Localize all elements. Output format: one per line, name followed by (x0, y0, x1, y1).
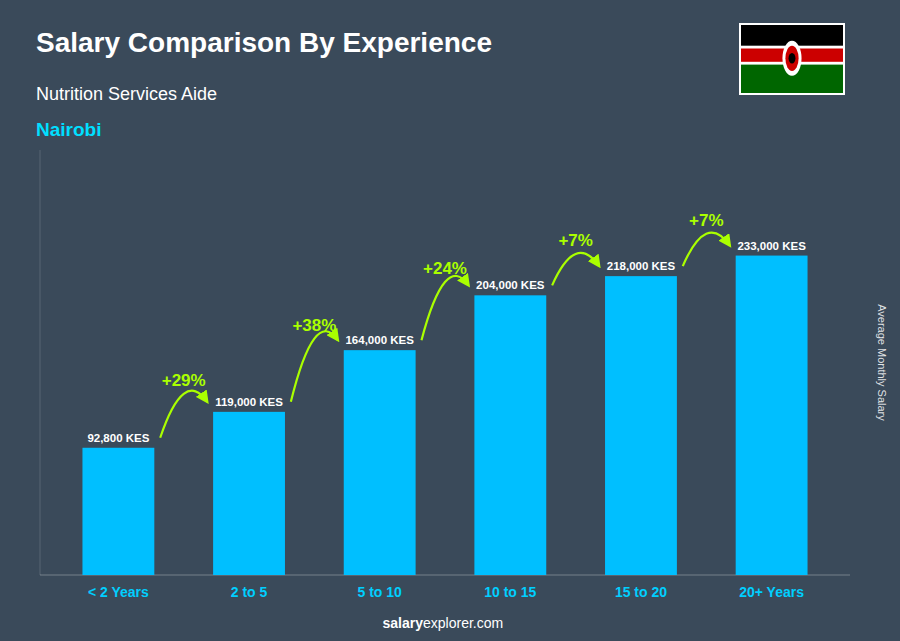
flag-border (740, 24, 844, 94)
pct-change: +24% (423, 259, 467, 278)
change-arrow (552, 253, 599, 285)
pct-change: +38% (292, 316, 336, 335)
watermark-bold: salary (383, 615, 424, 631)
x-tick-label: 10 to 15 (484, 584, 536, 600)
change-arrow (421, 276, 468, 340)
pct-change: +7% (558, 231, 593, 250)
flag-shield (782, 41, 801, 76)
bar (605, 276, 677, 575)
bar (82, 448, 154, 575)
y-axis-label: Average Monthly Salary (876, 304, 888, 421)
change-arrow (683, 233, 730, 267)
flag (740, 24, 844, 94)
city: Nairobi (36, 119, 101, 140)
value-label: 92,800 KES (87, 432, 149, 444)
x-tick-label: 2 to 5 (231, 584, 268, 600)
value-label: 233,000 KES (737, 240, 806, 252)
pct-change: +7% (689, 211, 724, 230)
change-arrow (160, 391, 207, 438)
bar (213, 412, 285, 575)
x-tick-label: 15 to 20 (615, 584, 667, 600)
value-label: 164,000 KES (345, 334, 414, 346)
watermark-normal: explorer.com (423, 615, 503, 631)
value-label: 204,000 KES (476, 279, 545, 291)
bars (82, 256, 807, 575)
subtitle: Nutrition Services Aide (36, 84, 217, 104)
change-arrow (291, 331, 338, 402)
title: Salary Comparison By Experience (36, 27, 492, 58)
value-label: 119,000 KES (215, 396, 283, 408)
chart-container: Salary Comparison By Experience Nutrition… (0, 0, 900, 641)
flag-shield (789, 53, 796, 64)
bar (736, 256, 808, 575)
pct-change: +29% (162, 371, 206, 390)
y-axis-line (40, 150, 41, 575)
bar (344, 350, 416, 575)
x-tick-label: 20+ Years (739, 584, 804, 600)
bar (474, 295, 546, 575)
flag-shield (785, 46, 798, 71)
value-label: 218,000 KES (607, 260, 676, 272)
x-tick-label: 5 to 10 (357, 584, 402, 600)
background (0, 0, 900, 641)
chart: Salary Comparison By Experience Nutrition… (0, 0, 900, 641)
x-tick-label: < 2 Years (88, 584, 149, 600)
x-axis-line (40, 575, 850, 576)
